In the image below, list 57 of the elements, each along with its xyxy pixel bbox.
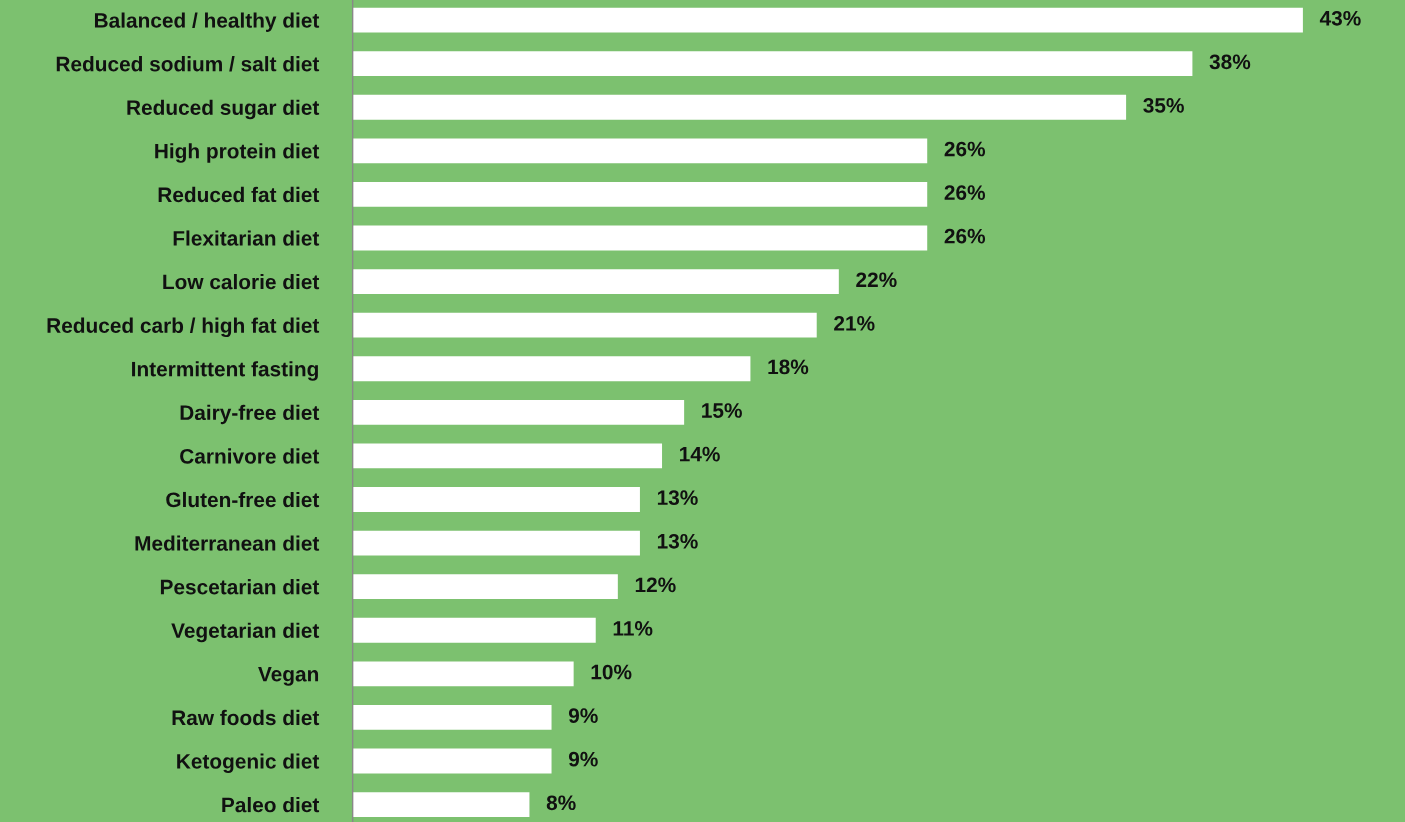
data-label: 10% (591, 664, 632, 680)
bar (352, 574, 618, 600)
bar (352, 530, 640, 556)
data-label: 43% (1319, 10, 1361, 26)
data-label: 38% (1209, 54, 1251, 70)
data-label: 21% (834, 315, 875, 331)
bar (352, 704, 552, 730)
y-tick-label: Carnivore diet (180, 448, 320, 464)
data-label: 26% (944, 228, 986, 244)
bar (352, 443, 663, 469)
bar (352, 312, 817, 338)
data-label: 15% (702, 403, 742, 418)
y-tick-label: Mediterranean diet (135, 535, 320, 551)
data-label: 26% (944, 185, 986, 200)
data-label: 22% (856, 272, 897, 288)
bar (352, 356, 751, 382)
y-tick-label: Ketogenic diet (177, 753, 320, 773)
y-tick-label: Flexitarian diet (173, 230, 320, 246)
data-label: 18% (768, 359, 809, 375)
y-tick-label: Pescetarian diet (160, 579, 320, 595)
bar (352, 138, 928, 164)
y-tick-label: Balanced / healthy diet (94, 12, 320, 32)
y-tick-label: High protein diet (155, 143, 320, 163)
data-label: 11% (613, 621, 653, 636)
y-tick-label: Reduced carb / high fat diet (47, 317, 320, 338)
y-tick-label: Paleo diet (222, 797, 320, 813)
y-tick-label: Reduced sugar diet (127, 99, 320, 120)
data-label: 14% (680, 446, 720, 462)
data-label: 35% (1143, 98, 1184, 113)
data-label: 26% (944, 141, 986, 157)
y-tick-label: Raw foods diet (172, 709, 320, 726)
y-tick-label: Vegetarian diet (171, 622, 320, 643)
bar (352, 487, 640, 512)
data-label: 13% (657, 533, 698, 549)
bar (352, 617, 596, 643)
y-tick-label: Dairy-free diet (180, 404, 320, 425)
data-label: 13% (657, 490, 698, 506)
bar (352, 181, 928, 207)
bar (352, 94, 1127, 120)
data-label: 12% (635, 577, 676, 593)
data-label: 9% (568, 751, 598, 767)
bar (352, 51, 1193, 77)
bar (352, 269, 839, 294)
y-tick-label: Reduced fat diet (158, 186, 320, 203)
y-tick-label: Intermittent fasting (132, 361, 318, 381)
data-label: 9% (568, 708, 598, 723)
bar (352, 7, 1303, 33)
y-tick-label: Reduced sodium / salt diet (56, 56, 320, 72)
y-tick-label: Gluten-free diet (166, 491, 320, 508)
bar (352, 661, 574, 687)
bar (352, 399, 685, 425)
bar (352, 792, 530, 817)
y-tick-label: Low calorie diet (163, 274, 320, 290)
bar (352, 748, 552, 774)
data-label: 8% (546, 795, 576, 811)
bar (352, 225, 928, 251)
y-tick-label: Vegan (258, 666, 319, 686)
